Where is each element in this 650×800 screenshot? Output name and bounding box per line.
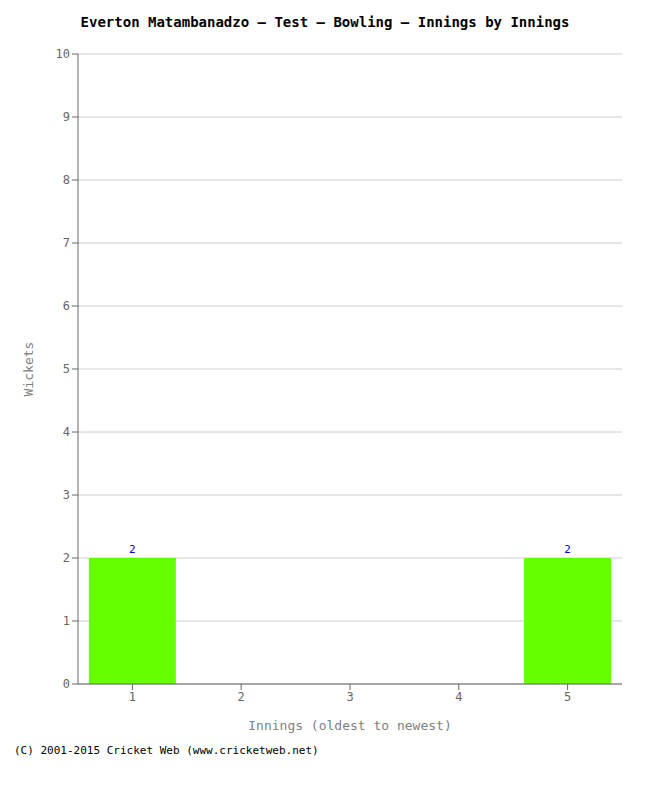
svg-text:6: 6 (63, 299, 70, 313)
svg-text:9: 9 (63, 110, 70, 124)
svg-text:Innings (oldest to newest): Innings (oldest to newest) (248, 718, 452, 733)
svg-text:5: 5 (564, 690, 571, 704)
svg-text:10: 10 (56, 47, 70, 61)
svg-text:2: 2 (129, 543, 136, 556)
svg-text:2: 2 (564, 543, 571, 556)
svg-text:3: 3 (63, 488, 70, 502)
html-text:Everton Matambanadzo – Test –: Everton Matambanadzo – Test – Bowling – … (80, 14, 570, 30)
svg-text:0: 0 (63, 677, 70, 691)
svg-text:8: 8 (63, 173, 70, 187)
svg-text:1: 1 (63, 614, 70, 628)
svg-text:4: 4 (455, 690, 462, 704)
svg-text:7: 7 (63, 236, 70, 250)
svg-text:5: 5 (63, 362, 70, 376)
svg-text:2: 2 (63, 551, 70, 565)
svg-text:3: 3 (346, 690, 353, 704)
svg-text:Wickets: Wickets (21, 342, 36, 397)
html-text:(C) 2001-2015 Cricket Web (www: (C) 2001-2015 Cricket Web (www.cricketwe… (14, 744, 319, 757)
svg-text:1: 1 (129, 690, 136, 704)
svg-text:2: 2 (238, 690, 245, 704)
svg-text:4: 4 (63, 425, 70, 439)
